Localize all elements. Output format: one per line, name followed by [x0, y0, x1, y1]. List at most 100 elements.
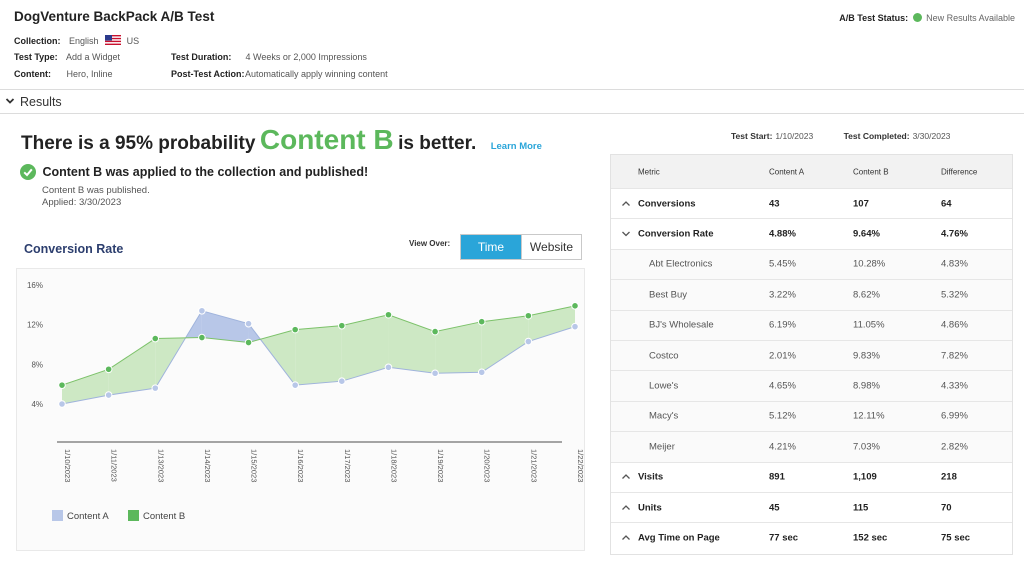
- chevron-up-icon[interactable]: [621, 472, 631, 482]
- toggle-website-button[interactable]: Website: [521, 235, 581, 259]
- header-metric: Metric: [638, 167, 660, 176]
- test-type-value: Add a Widget: [66, 52, 121, 62]
- metric-name: Costco: [649, 350, 679, 362]
- content-b-point: [58, 381, 66, 389]
- difference-value: 4.76%: [941, 228, 968, 240]
- chevron-up-icon[interactable]: [621, 199, 631, 209]
- x-tick-label: 1/22/2023: [576, 449, 585, 482]
- learn-more-link[interactable]: Learn More: [490, 141, 542, 152]
- difference-value: 4.86%: [941, 319, 968, 331]
- content-b-point: [524, 311, 533, 320]
- content-b-point: [291, 325, 299, 334]
- post-action-value: Automatically apply winning content: [245, 69, 388, 79]
- difference-value: 4.83%: [941, 258, 968, 270]
- toggle-time-button[interactable]: Time: [461, 235, 521, 259]
- table-row: Abt Electronics 5.45% 10.28% 4.83%: [611, 249, 1012, 281]
- content-b-point: [431, 327, 439, 336]
- status-dot-icon: [913, 13, 923, 22]
- content-a-value: 2.01%: [769, 350, 796, 362]
- view-over-label: View Over:: [409, 239, 451, 248]
- area-segment: [62, 369, 109, 404]
- table-row[interactable]: Conversion Rate 4.88% 9.64% 4.76%: [611, 219, 1012, 250]
- content-b-point: [198, 333, 206, 342]
- view-over-toggle: Time Website: [460, 234, 582, 260]
- metric-name: Visits: [638, 471, 664, 483]
- test-start-value: 1/10/2023: [775, 131, 814, 141]
- content-b-point: [384, 310, 393, 319]
- table-row[interactable]: Avg Time on Page 77 sec 152 sec 75 sec: [611, 523, 1012, 553]
- content-b-point: [151, 334, 160, 343]
- table-row[interactable]: Units 45 115 70: [611, 493, 1012, 524]
- test-title: DogVenture BackPack A/B Test: [14, 9, 215, 24]
- collection-value: English: [69, 36, 99, 46]
- published-line: Content B was published.: [42, 185, 150, 196]
- applied-text: Content B was applied to the collection …: [42, 165, 369, 179]
- metric-name: Macy's: [649, 410, 679, 422]
- content-b-point: [338, 321, 346, 330]
- results-headline: There is a 95% probability Content B is …: [21, 124, 542, 156]
- difference-value: 5.32%: [941, 289, 968, 301]
- content-a-value: 6.19%: [769, 319, 796, 331]
- content-b-value: 8.98%: [853, 380, 880, 392]
- applied-date: Applied: 3/30/2023: [42, 197, 122, 208]
- content-a-value: 77 sec: [769, 532, 799, 544]
- content-a-point: [104, 391, 113, 399]
- area-segment: [108, 338, 156, 396]
- y-tick-label: 4%: [31, 400, 43, 409]
- content-b-point: [104, 365, 113, 374]
- headline-pre: There is a 95% probability: [21, 133, 256, 154]
- content-a-value: 4.65%: [769, 380, 796, 392]
- us-flag-icon: [105, 35, 122, 45]
- x-tick-label: 1/21/2023: [529, 449, 538, 482]
- content-b-value: 9.83%: [853, 350, 880, 362]
- table-row: Lowe's 4.65% 8.98% 4.33%: [611, 371, 1012, 402]
- content-a-point: [384, 363, 393, 372]
- metric-name: Units: [638, 502, 662, 514]
- table-row[interactable]: Conversions 43 107 64: [611, 189, 1012, 220]
- table-row[interactable]: Visits 891 1,109 218: [611, 463, 1012, 493]
- chevron-down-icon[interactable]: [621, 229, 631, 239]
- content-value: Hero, Inline: [66, 69, 113, 79]
- test-type-label: Test Type:: [14, 52, 58, 62]
- results-title: Results: [20, 95, 62, 109]
- conversion-rate-chart: 4% 8% 12% 16% 1/10/2023 1/11/2023 1/13/2023 1/1…: [16, 268, 585, 551]
- content-a-point: [151, 384, 160, 392]
- content-label: Content:: [14, 69, 51, 79]
- difference-value: 75 sec: [941, 532, 971, 544]
- collection-region: US: [126, 36, 140, 46]
- legend-label-content-a: Content A: [67, 511, 109, 522]
- x-tick-label: 1/15/2023: [250, 449, 259, 482]
- content-a-point: [571, 322, 579, 331]
- metric-name: Meijer: [649, 441, 675, 453]
- content-a-point: [198, 306, 206, 315]
- chevron-up-icon[interactable]: [621, 503, 631, 513]
- applied-message: Content B was applied to the collection …: [20, 163, 368, 181]
- metric-name: Lowe's: [649, 380, 679, 392]
- metric-name: Conversions: [638, 198, 696, 210]
- content-a-line: [61, 310, 576, 405]
- difference-value: 2.82%: [941, 441, 968, 453]
- x-tick-label: 1/16/2023: [296, 449, 305, 482]
- chevron-up-icon[interactable]: [621, 533, 631, 543]
- x-tick-label: 1/11/2023: [110, 449, 119, 482]
- content-b-line: [61, 305, 576, 386]
- area-segment: [260, 329, 296, 386]
- test-completed-value: 3/30/2023: [912, 131, 951, 141]
- test-status: A/B Test Status: New Results Available: [839, 13, 1015, 23]
- check-circle-icon: [20, 164, 36, 180]
- area-segment: [481, 315, 529, 373]
- content-a-point: [524, 337, 533, 346]
- results-section-toggle[interactable]: Results: [0, 92, 1024, 114]
- content-b-point: [477, 317, 486, 326]
- metric-name: Avg Time on Page: [638, 532, 720, 544]
- content-a-value: 3.22%: [769, 289, 796, 301]
- content-a-value: 4.21%: [769, 441, 796, 453]
- difference-value: 70: [941, 502, 952, 514]
- difference-value: 218: [941, 471, 957, 483]
- metric-name: Abt Electronics: [649, 258, 713, 270]
- table-header-row: Metric Content A Content B Difference: [611, 155, 1012, 189]
- post-action-row: Post-Test Action: Automatically apply wi…: [171, 69, 388, 79]
- headline-winner: Content B: [259, 124, 394, 155]
- y-tick-label: 8%: [31, 360, 43, 369]
- difference-value: 6.99%: [941, 410, 968, 422]
